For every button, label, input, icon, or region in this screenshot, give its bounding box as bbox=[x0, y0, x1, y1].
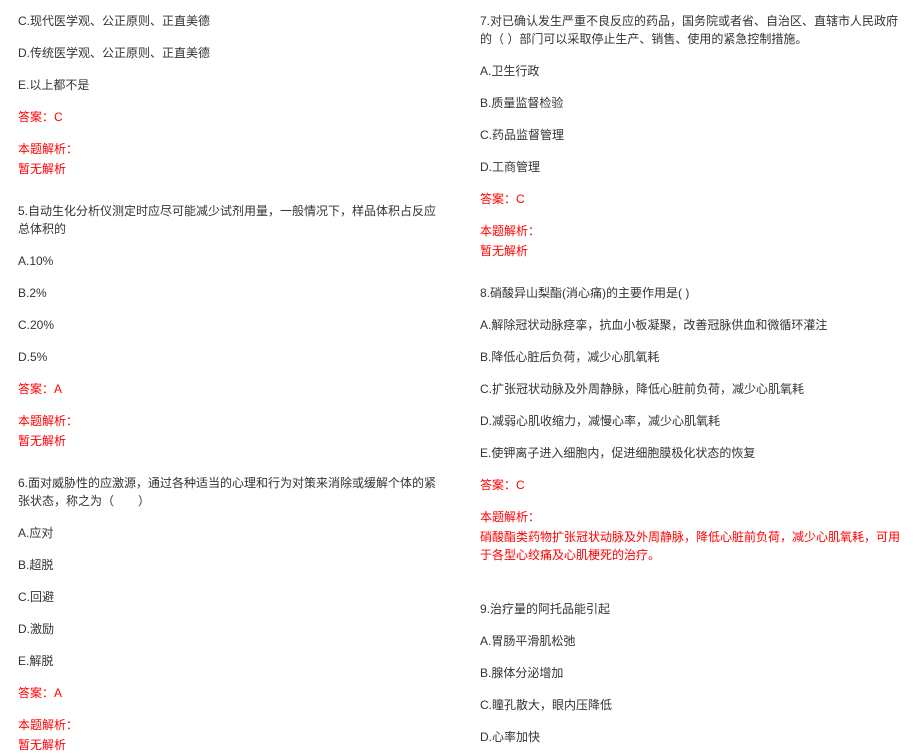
q8-option-c: C.扩张冠状动脉及外周静脉，降低心脏前负荷，减少心肌氧耗 bbox=[480, 380, 902, 398]
q6-answer: 答案：A bbox=[18, 684, 440, 702]
q6-stem: 6.面对威胁性的应激源，通过各种适当的心理和行为对策来消除或缓解个体的紧张状态，… bbox=[18, 474, 440, 510]
q8-answer: 答案：C bbox=[480, 476, 902, 494]
q5-explain: 暂无解析 bbox=[18, 432, 440, 450]
q5-option-a: A.10% bbox=[18, 252, 440, 270]
q8-stem: 8.硝酸异山梨酯(消心痛)的主要作用是( ) bbox=[480, 284, 902, 302]
q9-option-c: C.瞳孔散大，眼内压降低 bbox=[480, 696, 902, 714]
q9-stem: 9.治疗量的阿托品能引起 bbox=[480, 600, 902, 618]
q8-option-e: E.使钾离子进入细胞内，促进细胞膜极化状态的恢复 bbox=[480, 444, 902, 462]
q9-option-b: B.腺体分泌增加 bbox=[480, 664, 902, 682]
q5-option-d: D.5% bbox=[18, 348, 440, 366]
q4-option-c: C.现代医学观、公正原则、正直美德 bbox=[18, 12, 440, 30]
q7-answer: 答案：C bbox=[480, 190, 902, 208]
left-column: C.现代医学观、公正原则、正直美德 D.传统医学观、公正原则、正直美德 E.以上… bbox=[18, 12, 440, 639]
q5-stem: 5.自动生化分析仪测定时应尽可能减少试剂用量，一般情况下，样品体积占反应总体积的 bbox=[18, 202, 440, 238]
q5-explain-label: 本题解析： bbox=[18, 412, 440, 430]
q8-explain: 硝酸酯类药物扩张冠状动脉及外周静脉，降低心脏前负荷，减少心肌氧耗，可用于各型心绞… bbox=[480, 528, 902, 564]
q5-answer: 答案：A bbox=[18, 380, 440, 398]
q6-option-c: C.回避 bbox=[18, 588, 440, 606]
q7-option-a: A.卫生行政 bbox=[480, 62, 902, 80]
q7-stem: 7.对已确认发生严重不良反应的药品，国务院或者省、自治区、直辖市人民政府的（ ）… bbox=[480, 12, 902, 48]
q6-option-a: A.应对 bbox=[18, 524, 440, 542]
q7-explain: 暂无解析 bbox=[480, 242, 902, 260]
q7-explain-label: 本题解析： bbox=[480, 222, 902, 240]
q6-explain-label: 本题解析： bbox=[18, 716, 440, 734]
q8-option-a: A.解除冠状动脉痉挛，抗血小板凝聚，改善冠脉供血和微循环灌注 bbox=[480, 316, 902, 334]
q4-option-d: D.传统医学观、公正原则、正直美德 bbox=[18, 44, 440, 62]
q4-option-e: E.以上都不是 bbox=[18, 76, 440, 94]
right-column: 7.对已确认发生严重不良反应的药品，国务院或者省、自治区、直辖市人民政府的（ ）… bbox=[480, 12, 902, 639]
q5-option-b: B.2% bbox=[18, 284, 440, 302]
q4-explain-label: 本题解析： bbox=[18, 140, 440, 158]
q6-option-b: B.超脱 bbox=[18, 556, 440, 574]
q9-option-d: D.心率加快 bbox=[480, 728, 902, 746]
q6-option-e: E.解脱 bbox=[18, 652, 440, 670]
q7-option-c: C.药品监督管理 bbox=[480, 126, 902, 144]
q7-option-b: B.质量监督检验 bbox=[480, 94, 902, 112]
q8-explain-label: 本题解析： bbox=[480, 508, 902, 526]
q5-option-c: C.20% bbox=[18, 316, 440, 334]
q6-option-d: D.激励 bbox=[18, 620, 440, 638]
q4-explain: 暂无解析 bbox=[18, 160, 440, 178]
q7-option-d: D.工商管理 bbox=[480, 158, 902, 176]
q8-option-b: B.降低心脏后负荷，减少心肌氧耗 bbox=[480, 348, 902, 366]
q6-explain: 暂无解析 bbox=[18, 736, 440, 754]
q8-option-d: D.减弱心肌收缩力，减慢心率，减少心肌氧耗 bbox=[480, 412, 902, 430]
q4-answer: 答案：C bbox=[18, 108, 440, 126]
q9-option-a: A.胃肠平滑肌松弛 bbox=[480, 632, 902, 650]
